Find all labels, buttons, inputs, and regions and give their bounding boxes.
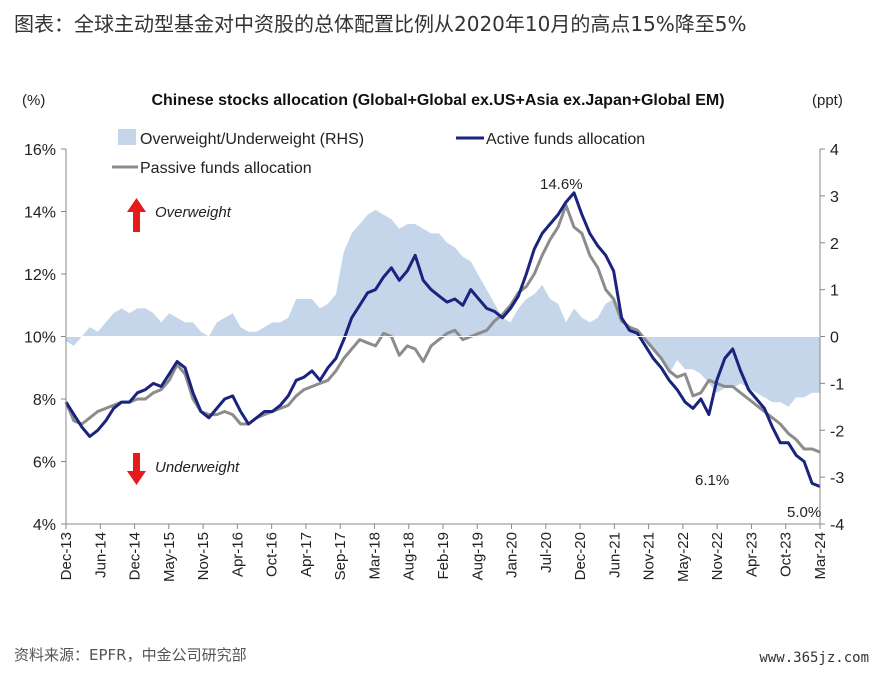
y-tick-label-left: 8%	[33, 392, 56, 409]
x-tick-label: May-22	[675, 532, 692, 582]
x-tick-label: Jun-21	[606, 532, 623, 578]
x-tick-label: Jun-14	[92, 532, 109, 578]
source-note: 资料来源：EPFR，中金公司研究部	[14, 646, 247, 664]
x-tick-label: Apr-17	[298, 532, 315, 577]
y-tick-label-right: 0	[830, 330, 839, 347]
legend-label-passive: Passive funds allocation	[140, 160, 312, 177]
x-tick-label: Sep-17	[332, 532, 349, 580]
y-tick-label-left: 14%	[24, 205, 56, 222]
overweight-underweight-area	[66, 209, 820, 407]
y-tick-label-right: 1	[830, 283, 839, 300]
watermark: www.365jz.com	[759, 650, 869, 666]
annotations: Overweight Underweight 14.6% 6.1% 5.0%	[127, 176, 821, 521]
x-tick-label: Dec-14	[127, 532, 144, 580]
y-tick-label-left: 10%	[24, 330, 56, 347]
x-tick-label: Aug-19	[469, 532, 486, 580]
x-tick-label: Dec-13	[58, 532, 75, 580]
x-tick-label: Mar-18	[366, 532, 383, 580]
x-tick-label: May-15	[161, 532, 178, 582]
overweight-label: Overweight	[155, 204, 232, 221]
x-tick-label: Oct-23	[778, 532, 795, 577]
legend-swatch-area	[118, 129, 136, 145]
ticks-layer: 4% 6% 8% 10% 12% 14% 16% -4 -3 -2 -1 0 1 2 3 4 Dec-13 Jun…	[24, 142, 844, 582]
chart-svg: Chinese stocks allocation (Global+Global…	[22, 92, 844, 582]
y-tick-label-right: -1	[830, 376, 844, 393]
x-tick-label: Feb-19	[435, 532, 452, 580]
x-tick-label: Apr-16	[229, 532, 246, 577]
overweight-area-layer	[66, 209, 820, 407]
y-axis-label-right: (ppt)	[812, 92, 843, 109]
y-axis-label-left: (%)	[22, 92, 45, 109]
peak-label: 14.6%	[540, 176, 583, 193]
chart-title: Chinese stocks allocation (Global+Global…	[151, 92, 724, 109]
y-tick-label-right: -2	[830, 423, 844, 440]
x-tick-label: Jan-20	[504, 532, 521, 578]
y-tick-label-right: 3	[830, 189, 839, 206]
x-tick-label: Nov-21	[641, 532, 658, 580]
x-tick-label: Jul-20	[538, 532, 555, 573]
y-tick-label-right: -4	[830, 517, 844, 534]
underweight-label: Underweight	[155, 459, 240, 476]
y-tick-label-right: 2	[830, 236, 839, 253]
y-tick-label-left: 4%	[33, 517, 56, 534]
figure-caption: 图表：全球主动型基金对中资股的总体配置比例从2020年10月的高点15%降至5%	[14, 12, 747, 36]
y-tick-label-right: 4	[830, 142, 839, 159]
y-tick-label-right: -3	[830, 470, 844, 487]
x-tick-label: Nov-15	[195, 532, 212, 580]
legend-label-active: Active funds allocation	[486, 131, 645, 148]
legend: Overweight/Underweight (RHS) Active funds…	[112, 129, 645, 177]
legend-label-area: Overweight/Underweight (RHS)	[140, 131, 364, 148]
underweight-arrow-icon	[127, 453, 146, 485]
x-tick-label: Mar-24	[812, 532, 829, 580]
x-tick-label: Dec-20	[572, 532, 589, 580]
last-value-label: 5.0%	[787, 504, 821, 521]
x-tick-label: Aug-18	[401, 532, 418, 580]
overweight-arrow-icon	[127, 198, 146, 232]
y-tick-label-left: 6%	[33, 455, 56, 472]
y-tick-label-left: 12%	[24, 267, 56, 284]
active-funds-line	[64, 191, 821, 488]
x-tick-label: Oct-16	[264, 532, 281, 577]
x-tick-label: Apr-23	[743, 532, 760, 577]
y-tick-label-left: 16%	[24, 142, 56, 159]
x-tick-label: Nov-22	[709, 532, 726, 580]
trough-label: 6.1%	[695, 472, 729, 489]
chart: Chinese stocks allocation (Global+Global…	[0, 64, 877, 639]
